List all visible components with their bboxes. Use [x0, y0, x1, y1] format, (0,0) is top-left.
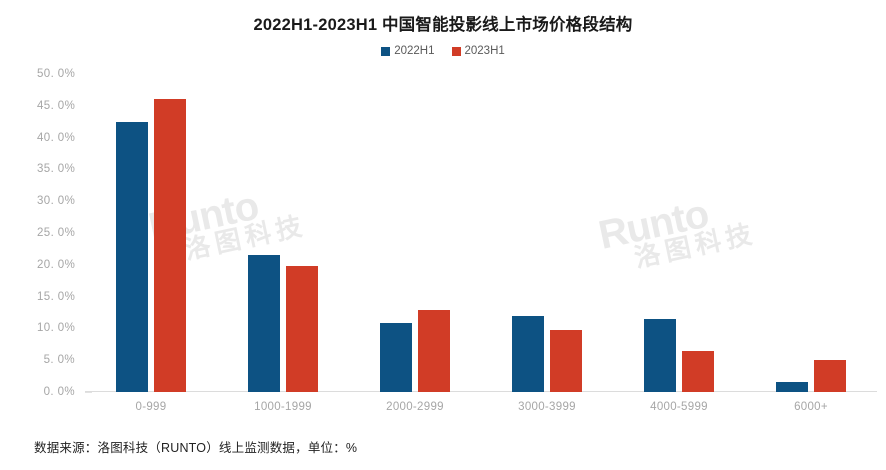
- y-axis-tick-label: 50. 0%: [37, 68, 76, 80]
- legend-swatch-icon: [381, 46, 391, 56]
- y-axis-tick-label: 40. 0%: [37, 131, 76, 144]
- bar-group-6000+: 6000+: [745, 74, 877, 413]
- chart-legend: 2022H1 2023H1: [0, 45, 886, 57]
- x-axis-tick-label: 3000-3999: [518, 401, 576, 413]
- legend-item-2023H1[interactable]: 2023H1: [451, 45, 505, 57]
- chart-title: 2022H1-2023H1 中国智能投影线上市场价格段结构: [253, 16, 633, 34]
- bar-group-3000-3999: 3000-3999: [481, 74, 613, 413]
- y-axis-tick-label: 0. 0%: [43, 386, 75, 398]
- y-axis-tick-mark: [85, 392, 92, 393]
- y-axis-tick-label: 45. 0%: [37, 99, 76, 112]
- y-axis-tick-label: 20. 0%: [37, 258, 76, 271]
- legend-swatch-icon: [451, 46, 461, 56]
- y-axis-tick-label: 5. 0%: [43, 354, 75, 367]
- x-axis-tick-label: 0-999: [135, 401, 167, 413]
- x-axis-tick-label: 2000-2999: [386, 401, 444, 413]
- legend-item-2022H1[interactable]: 2022H1: [381, 45, 435, 57]
- bar-groups: 0-999 1000-1999 2000-2999 3000-3999 4000-599…: [85, 74, 877, 413]
- bar-2022H1-4000-5999[interactable]: [644, 318, 676, 392]
- x-axis-baseline: [85, 391, 877, 392]
- bar-2023H1-4000-5999[interactable]: [682, 350, 714, 392]
- y-axis-tick-label: 30. 0%: [37, 195, 76, 208]
- bar-2023H1-2000-2999[interactable]: [418, 309, 450, 392]
- bar-2023H1-3000-3999[interactable]: [550, 329, 582, 392]
- bar-2023H1-1000-1999[interactable]: [286, 266, 318, 392]
- bar-2022H1-3000-3999[interactable]: [512, 316, 544, 392]
- bar-2022H1-0-999[interactable]: [116, 122, 148, 392]
- bar-2022H1-2000-2999[interactable]: [380, 322, 412, 392]
- bar-group-2000-2999: 2000-2999: [349, 74, 481, 413]
- bar-2022H1-1000-1999[interactable]: [248, 255, 280, 392]
- bar-group-0-999: 0-999: [85, 74, 217, 413]
- y-axis-tick-label: 10. 0%: [37, 322, 76, 335]
- bar-group-4000-5999: 4000-5999: [613, 74, 745, 413]
- source-note: 数据来源：洛图科技（RUNTO）线上监测数据，单位：%: [34, 441, 358, 455]
- bar-2023H1-0-999[interactable]: [154, 99, 186, 392]
- legend-item-label: 2023H1: [464, 45, 505, 57]
- legend-item-label: 2022H1: [394, 45, 435, 57]
- bar-group-1000-1999: 1000-1999: [217, 74, 349, 413]
- y-axis-tick-label: 25. 0%: [37, 227, 76, 239]
- y-axis-tick-label: 15. 0%: [37, 290, 76, 303]
- x-axis-tick-label: 6000+: [794, 401, 828, 413]
- bar-2023H1-6000+[interactable]: [814, 359, 846, 392]
- x-axis-tick-label: 1000-1999: [254, 401, 312, 413]
- bar-2022H1-6000+[interactable]: [776, 382, 808, 392]
- x-axis-tick-label: 4000-5999: [650, 401, 708, 413]
- y-axis-tick-label: 35. 0%: [37, 163, 76, 176]
- plot-area: 50. 0% 45. 0% 40. 0% 35. 0% 30. 0% 25. 0% 20. …: [37, 68, 877, 413]
